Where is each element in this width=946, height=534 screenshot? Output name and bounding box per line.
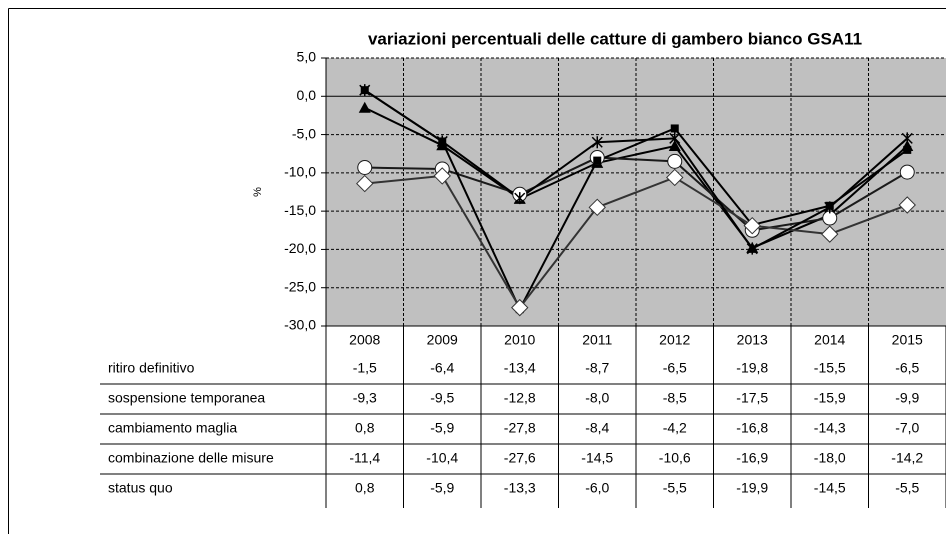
data-label: -7,0 [895, 420, 919, 436]
marker [593, 156, 602, 165]
chart-title: variazioni percentuali delle catture di … [368, 29, 862, 48]
marker [511, 298, 529, 317]
data-label: -27,8 [504, 420, 536, 436]
data-label: -10,4 [426, 450, 458, 466]
data-label: -14,5 [581, 450, 613, 466]
x-tick-label: 2010 [504, 332, 535, 348]
y-tick-label: -20,0 [284, 240, 316, 256]
series-line [364, 174, 908, 310]
x-tick-label: 2013 [737, 332, 768, 348]
data-label: -19,8 [736, 360, 768, 376]
marker [666, 168, 684, 187]
data-label: -19,9 [736, 480, 768, 496]
legend-label: combinazione delle misure [108, 450, 274, 466]
marker [743, 216, 761, 235]
marker [591, 136, 603, 149]
y-tick-label: 5,0 [297, 49, 317, 65]
data-label: -10,6 [659, 450, 691, 466]
x-tick-label: 2009 [427, 332, 458, 348]
data-label: 0,8 [355, 480, 375, 496]
data-label: -14,2 [891, 450, 923, 466]
x-tick-label: 2015 [892, 332, 923, 348]
series-line [364, 156, 908, 232]
marker [359, 84, 371, 97]
marker [667, 153, 683, 169]
marker [746, 242, 758, 255]
y-axis-label: % [252, 187, 264, 197]
data-label: -17,5 [736, 390, 768, 406]
data-label: -13,4 [504, 360, 536, 376]
data-label: -5,9 [430, 420, 454, 436]
data-label: -13,3 [504, 480, 536, 496]
marker [514, 192, 526, 205]
data-label: -9,5 [430, 390, 454, 406]
legend-label: ritiro definitivo [108, 360, 195, 376]
data-label: -6,5 [663, 360, 687, 376]
marker [588, 198, 606, 217]
data-label: -1,5 [353, 360, 377, 376]
data-label: -8,4 [585, 420, 609, 436]
marker [669, 132, 681, 145]
y-tick-label: -5,0 [292, 125, 316, 141]
data-label: -8,0 [585, 390, 609, 406]
data-label: -18,0 [814, 450, 846, 466]
data-label: -12,8 [504, 390, 536, 406]
data-label: 0,8 [355, 420, 375, 436]
marker [903, 145, 912, 154]
data-label: -8,5 [663, 390, 687, 406]
x-tick-label: 2014 [814, 332, 845, 348]
series-line [364, 89, 908, 312]
data-label: -9,9 [895, 390, 919, 406]
legend-label: cambiamento maglia [108, 420, 237, 436]
data-label: -15,9 [814, 390, 846, 406]
series-line [364, 89, 908, 250]
marker [436, 135, 448, 148]
y-tick-label: 0,0 [297, 87, 317, 103]
legend-label: status quo [108, 480, 173, 496]
marker [901, 132, 913, 145]
data-label: -6,0 [585, 480, 609, 496]
data-label: -6,5 [895, 360, 919, 376]
data-label: -5,9 [430, 480, 454, 496]
data-label: -9,3 [353, 390, 377, 406]
marker [356, 174, 374, 193]
data-label: -11,4 [349, 450, 380, 466]
marker [670, 124, 679, 133]
y-tick-label: -15,0 [284, 202, 316, 218]
data-label: -5,5 [663, 480, 687, 496]
marker [821, 225, 839, 243]
marker [433, 167, 451, 185]
data-label: -8,7 [585, 360, 609, 376]
data-label: -14,5 [814, 480, 846, 496]
data-label: -14,3 [814, 420, 846, 436]
marker [898, 196, 916, 214]
data-label: -4,2 [663, 420, 687, 436]
data-label: -5,5 [895, 480, 919, 496]
y-tick-label: -25,0 [284, 278, 316, 294]
data-label: -16,8 [736, 420, 768, 436]
legend-label: sospensione temporanea [108, 390, 265, 406]
x-tick-label: 2012 [659, 332, 690, 348]
marker [668, 140, 681, 152]
y-tick-label: -30,0 [284, 317, 316, 333]
x-tick-label: 2008 [349, 332, 380, 348]
y-tick-label: -10,0 [284, 164, 316, 180]
data-label: -15,5 [814, 360, 846, 376]
marker [899, 164, 915, 180]
x-tick-label: 2011 [582, 332, 612, 348]
marker [357, 159, 373, 175]
data-label: -6,4 [430, 360, 454, 376]
marker [824, 201, 836, 214]
data-label: -16,9 [736, 450, 768, 466]
marker [358, 101, 371, 113]
data-label: -27,6 [504, 450, 536, 466]
